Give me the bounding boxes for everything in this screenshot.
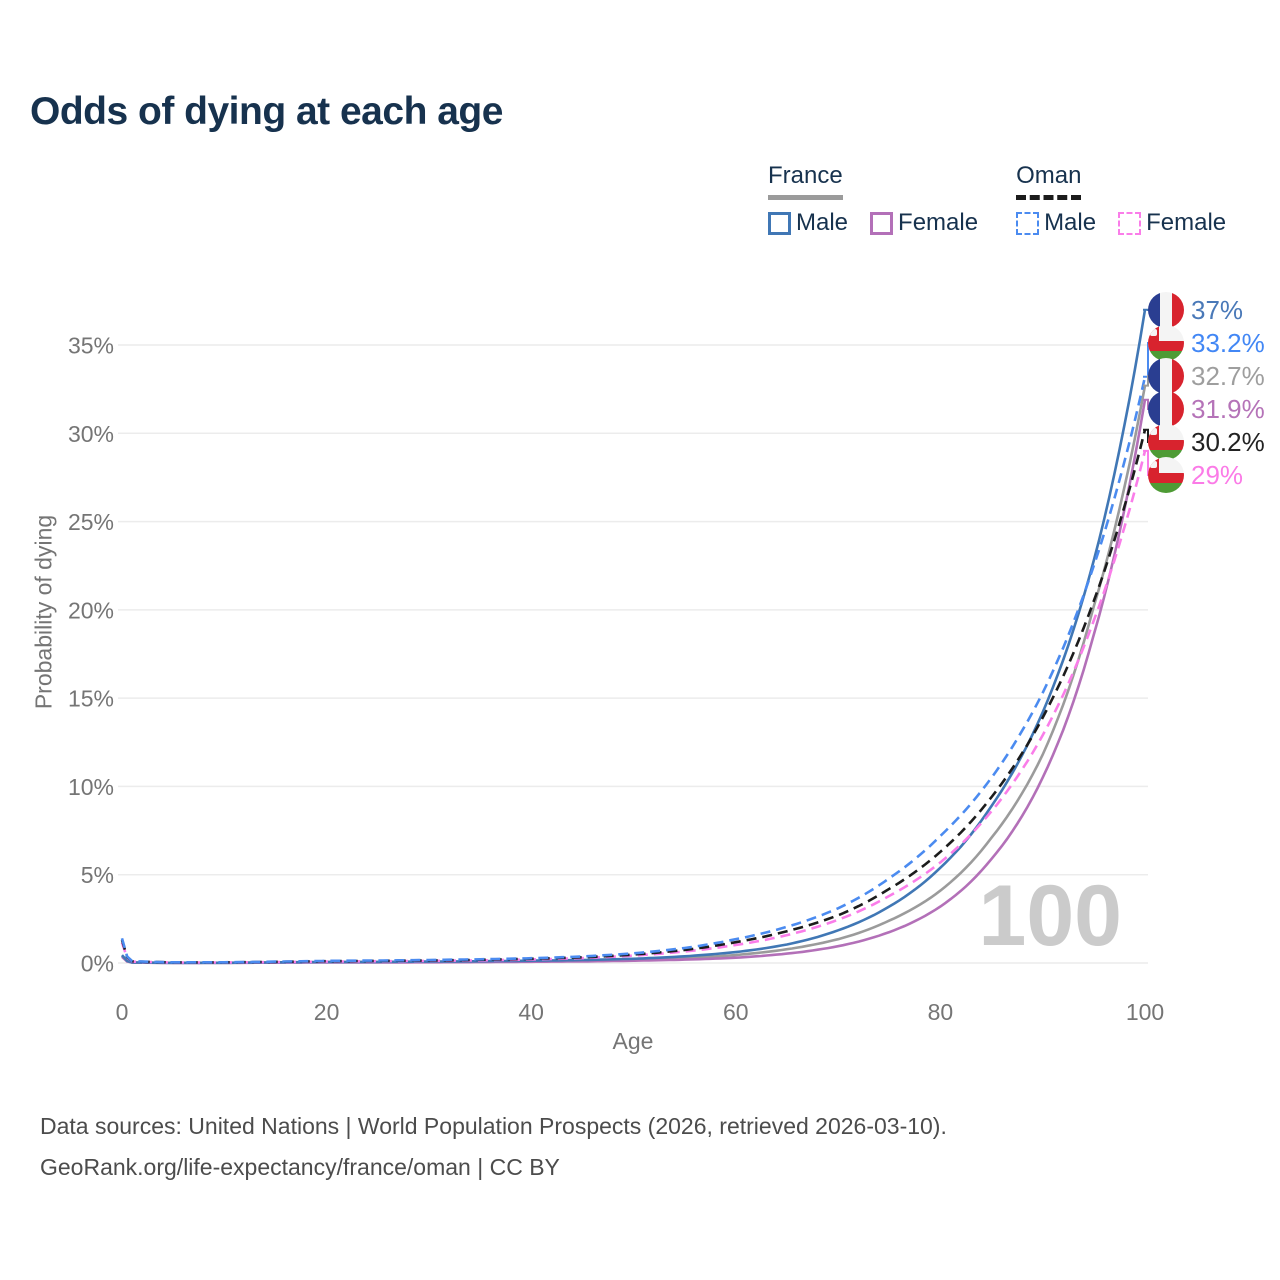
x-tick-label: 20 bbox=[314, 999, 340, 1025]
legend-label-france-female: Female bbox=[898, 209, 979, 236]
x-axis-title: Age bbox=[612, 1028, 654, 1054]
chart-title: Odds of dying at each age bbox=[30, 90, 503, 133]
line-oman-male[interactable] bbox=[120, 376, 1147, 964]
y-tick-label: 5% bbox=[81, 862, 114, 888]
y-tick-label: 35% bbox=[68, 333, 114, 359]
legend-swatch-france-female[interactable] bbox=[870, 211, 894, 235]
y-tick-label: 20% bbox=[68, 597, 114, 623]
legend-swatch-oman-male[interactable] bbox=[1016, 211, 1040, 235]
legend-item-oman-male[interactable]: Male bbox=[1016, 209, 1096, 237]
legend-item-oman-female[interactable]: Female bbox=[1118, 209, 1226, 237]
footer-source-line: Data sources: United Nations | World Pop… bbox=[40, 1113, 947, 1139]
y-tick-label: 30% bbox=[68, 421, 114, 447]
end-label-connector bbox=[1143, 342, 1157, 378]
y-tick-label: 0% bbox=[81, 951, 114, 977]
legend-item-france-female[interactable]: Female bbox=[870, 209, 978, 237]
x-tick-label: 100 bbox=[1126, 999, 1164, 1025]
footer: Data sources: United Nations | World Pop… bbox=[40, 1106, 947, 1188]
footer-link-line: GeoRank.org/life-expectancy/france/oman … bbox=[40, 1154, 560, 1180]
age-watermark: 100 bbox=[979, 868, 1123, 964]
legend-label-france-male: Male bbox=[796, 209, 849, 236]
y-axis-title: Probability of dying bbox=[30, 514, 57, 710]
legend-label-oman-male: Male bbox=[1044, 209, 1097, 236]
x-tick-label: 40 bbox=[518, 999, 544, 1025]
y-tick-label: 10% bbox=[68, 774, 114, 800]
x-tick-label: 80 bbox=[928, 999, 954, 1025]
legend-swatch-france-male[interactable] bbox=[768, 211, 791, 235]
x-tick-label: 60 bbox=[723, 999, 749, 1025]
y-tick-label: 25% bbox=[68, 509, 114, 535]
legend-group-title-oman[interactable]: Oman bbox=[1016, 162, 1082, 200]
legend-group-title-france[interactable]: France bbox=[768, 162, 843, 200]
legend-item-france-male[interactable]: Male bbox=[768, 209, 848, 237]
legend-swatch-oman-female[interactable] bbox=[1118, 211, 1142, 235]
legend-group-oman: Oman Male Female bbox=[1016, 162, 1226, 237]
y-tick-label: 15% bbox=[68, 686, 114, 712]
x-tick-label: 0 bbox=[116, 999, 129, 1025]
legend-group-france: France Male Female bbox=[768, 162, 978, 237]
line-france-male[interactable] bbox=[121, 309, 1147, 965]
legend: France Male Female Oman Male bbox=[768, 162, 1226, 237]
line-oman-both[interactable] bbox=[120, 429, 1147, 964]
legend-label-oman-female: Female bbox=[1146, 209, 1227, 236]
